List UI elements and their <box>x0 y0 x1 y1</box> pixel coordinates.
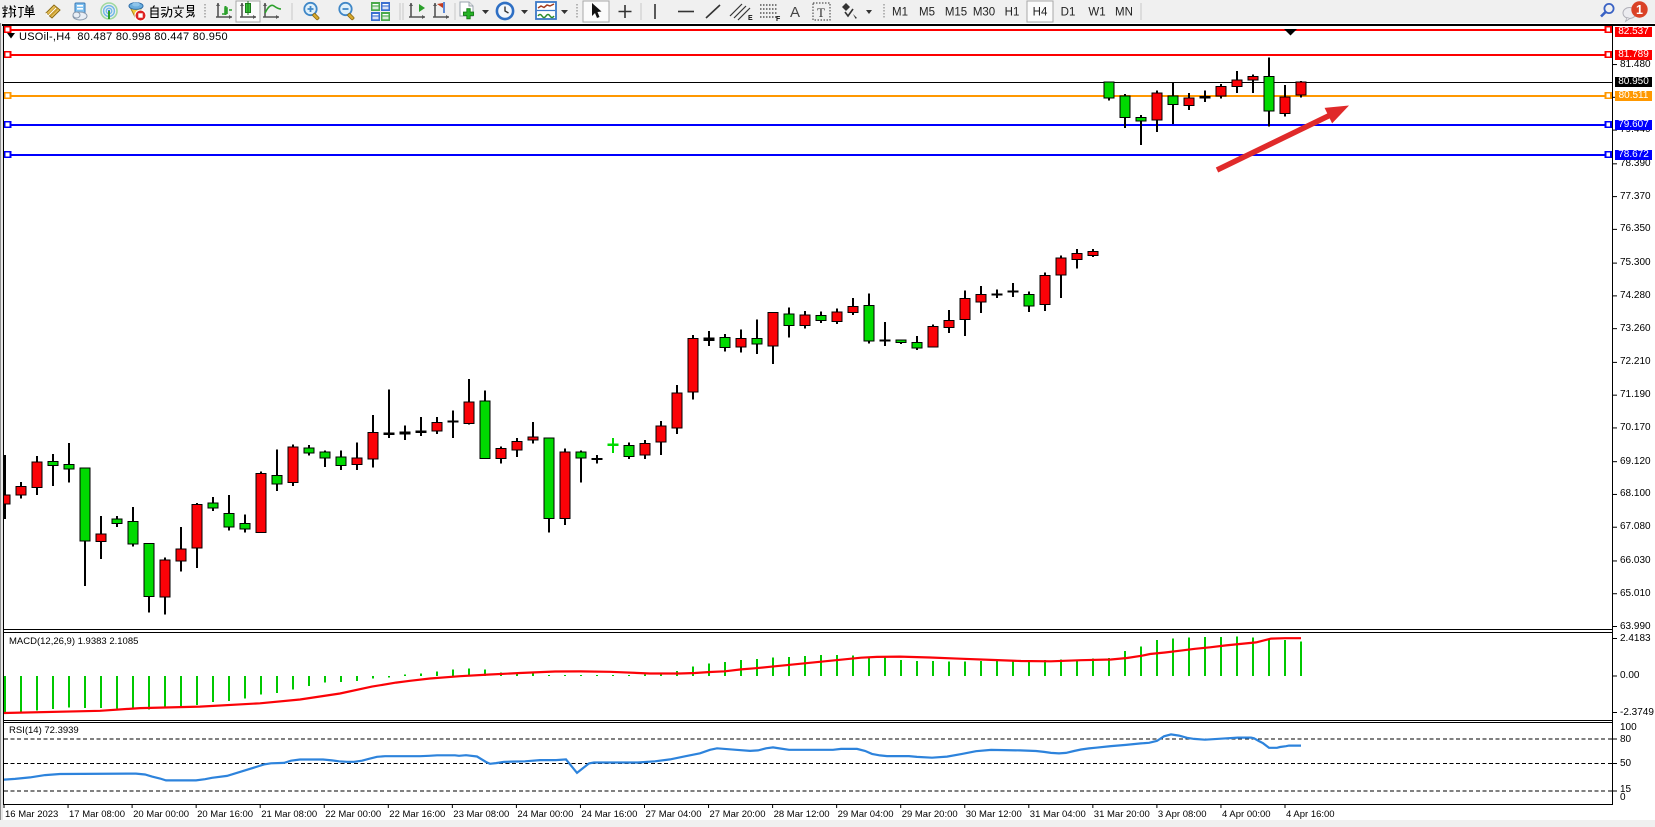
svg-text:1: 1 <box>1636 3 1643 17</box>
svg-text:MN: MN <box>1115 7 1133 19</box>
svg-text:H4: H4 <box>1033 7 1048 19</box>
svg-text:E: E <box>748 15 753 22</box>
svg-text:M1: M1 <box>892 7 908 19</box>
svg-text:F: F <box>776 16 781 23</box>
svg-text:M5: M5 <box>919 7 935 19</box>
svg-text:M15: M15 <box>945 7 967 19</box>
svg-text:H1: H1 <box>1005 7 1020 19</box>
svg-text:A: A <box>790 4 800 21</box>
svg-text:T: T <box>817 5 825 20</box>
svg-text:W1: W1 <box>1088 7 1105 19</box>
svg-text:M30: M30 <box>973 7 995 19</box>
svg-text:D1: D1 <box>1061 7 1076 19</box>
